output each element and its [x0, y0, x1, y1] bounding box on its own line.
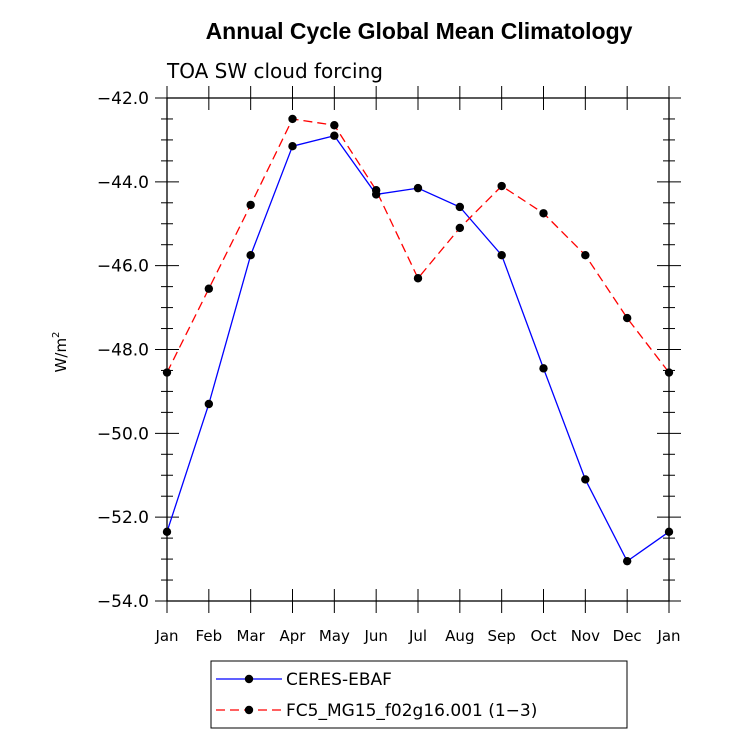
series-line-1: [166, 118, 670, 373]
data-point-series-1: [413, 274, 423, 283]
data-point-series-0: [539, 364, 548, 373]
data-point-series-1: [622, 313, 632, 323]
data-point-series-1: [664, 368, 674, 377]
y-tick-label: −48.0: [97, 341, 149, 361]
chart-subtitle: TOA SW cloud forcing: [166, 59, 383, 83]
chart-title: Annual Cycle Global Mean Climatology: [206, 18, 633, 44]
y-tick-labels: −42.0 −44.0 −46.0 −48.0 −50.0 −52.0 −54.0: [97, 89, 149, 612]
y-axis-label: W/m2: [51, 332, 70, 373]
data-point-series-1: [581, 250, 590, 260]
x-tick-label: Nov: [571, 627, 600, 645]
x-tick-label: Jan: [154, 627, 178, 645]
data-point-series-1: [330, 121, 339, 130]
data-point-series-1: [204, 284, 214, 293]
y-tick-label: −42.0: [97, 89, 149, 109]
x-tick-label: May: [319, 627, 350, 645]
x-tick-label: Jan: [656, 627, 680, 645]
x-tick-label: Jun: [363, 627, 387, 645]
data-point-series-0: [664, 527, 674, 537]
x-tick-label: Oct: [531, 627, 557, 645]
data-point-series-0: [581, 475, 590, 484]
y-tick-label: −46.0: [97, 257, 149, 277]
legend-marker-fc5: [244, 705, 254, 715]
x-tick-labels: Jan Feb Mar Apr May Jun Jul Aug Sep Oct Nov Dec Jan: [154, 627, 680, 645]
data-point-series-1: [497, 181, 506, 191]
y-axis-label-text: W/m: [52, 338, 70, 373]
y-tick-label: −44.0: [97, 173, 149, 193]
x-tick-label: Jul: [408, 627, 427, 645]
data-point-series-0: [288, 142, 297, 151]
x-tick-label: Aug: [445, 627, 474, 645]
legend-label-fc5: FC5_MG15_f02g16.001 (1−3): [286, 701, 537, 721]
data-point-series-0: [413, 183, 423, 193]
y-axis-label-superscript: 2: [51, 332, 62, 338]
data-point-series-0: [162, 527, 172, 537]
series-line-0: [166, 134, 670, 563]
svg-text:W/m2: W/m2: [51, 332, 70, 373]
data-point-series-1: [246, 200, 255, 210]
y-tick-label: −50.0: [97, 424, 149, 444]
x-tick-label: Sep: [488, 627, 516, 645]
plot-frame: [166, 97, 670, 602]
data-point-series-1: [162, 368, 172, 377]
data-point-series-1: [371, 186, 381, 195]
legend-label-ceres: CERES-EBAF: [286, 670, 392, 690]
legend-box: [210, 660, 628, 729]
data-point-series-0: [204, 399, 214, 409]
axis-ticks: [155, 86, 681, 613]
data-point-series-0: [622, 556, 632, 566]
x-tick-label: Apr: [280, 627, 307, 645]
data-point-series-0: [246, 250, 255, 260]
data-point-series-0: [497, 250, 506, 260]
data-point-series-0: [455, 202, 465, 212]
legend: CERES-EBAF FC5_MG15_f02g16.001 (1−3): [210, 660, 628, 729]
y-tick-label: −54.0: [97, 592, 149, 612]
series-markers: [162, 114, 674, 566]
data-point-series-1: [539, 209, 548, 218]
data-point-series-0: [330, 131, 339, 140]
y-tick-label: −52.0: [97, 508, 149, 528]
x-tick-label: Mar: [237, 627, 266, 645]
data-point-series-1: [288, 114, 297, 124]
x-tick-label: Dec: [613, 627, 642, 645]
x-tick-label: Feb: [196, 627, 223, 645]
legend-marker-ceres: [244, 674, 254, 684]
data-point-series-1: [455, 223, 465, 233]
